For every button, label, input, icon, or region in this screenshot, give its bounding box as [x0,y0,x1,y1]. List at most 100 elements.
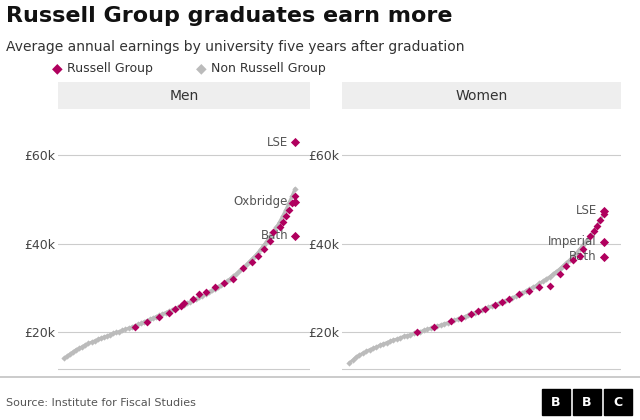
Point [200,289,211,296]
Point [470,309,480,316]
Bar [604,389,632,415]
Point [163,309,173,316]
Point [210,285,220,292]
Point [142,318,152,325]
Point [598,238,609,245]
Point [408,330,419,337]
Point [207,287,217,294]
Point [195,294,205,300]
Point [490,301,500,308]
Point [287,193,297,199]
Point [216,281,226,288]
Text: Men: Men [170,89,198,102]
Point [456,315,467,321]
Point [473,308,483,315]
Point [114,328,124,335]
Text: Women: Women [456,89,508,102]
Point [514,291,524,298]
Point [452,315,463,322]
Point [439,320,449,327]
Point [524,286,534,292]
Point [473,308,483,315]
Point [463,312,473,318]
Point [290,185,300,192]
Point [504,296,514,303]
Text: Average annual earnings by university five years after graduation: Average annual earnings by university fi… [6,40,465,54]
Point [145,316,156,323]
Point [154,312,164,318]
Point [385,338,395,344]
Point [429,324,439,331]
Point [598,254,609,260]
Point [490,301,500,308]
Point [290,232,300,239]
Point [405,331,415,338]
Point [579,241,589,248]
Point [568,256,579,263]
Point [265,233,275,239]
Point [188,297,198,304]
Point [120,326,131,333]
Point [68,349,78,355]
Point [129,323,140,329]
Point [585,232,595,239]
Point [598,210,609,217]
Point [219,280,229,286]
Point [142,317,152,324]
Point [582,237,592,244]
Point [244,259,254,265]
Point [219,280,229,286]
Point [415,328,426,335]
Point [561,259,572,266]
Point [534,284,545,291]
Point [259,245,269,252]
Point [524,288,534,294]
Point [290,198,300,205]
Point [237,265,248,272]
Text: LSE: LSE [575,204,597,217]
Point [446,318,456,325]
Point [197,292,207,299]
Point [228,273,239,280]
Point [493,300,504,307]
Point [517,289,527,296]
Point [545,273,555,280]
Point [170,305,180,312]
Point [555,265,565,272]
Point [200,291,211,297]
Text: ◆: ◆ [52,61,63,75]
Point [392,336,402,342]
Point [111,329,122,336]
Point [280,213,291,219]
Point [108,330,118,337]
Text: C: C [613,396,623,409]
Point [538,278,548,285]
Text: ◆: ◆ [196,61,207,75]
Point [77,343,88,350]
Point [166,307,177,313]
Point [124,325,134,331]
Point [449,317,460,323]
Point [456,315,467,321]
Point [507,294,517,301]
Point [514,291,524,298]
Point [228,275,239,282]
Point [531,282,541,289]
Text: LSE: LSE [267,136,288,149]
Point [592,222,602,229]
Point [256,245,266,252]
Point [500,297,511,304]
Point [268,228,278,235]
Point [446,318,456,325]
Point [231,270,241,277]
Point [241,262,251,269]
Point [402,332,412,339]
Point [460,313,470,320]
Point [497,299,507,305]
Point [568,253,579,260]
Point [398,333,408,340]
Point [61,353,72,360]
Point [589,228,599,234]
Point [237,265,248,272]
Point [204,289,214,296]
